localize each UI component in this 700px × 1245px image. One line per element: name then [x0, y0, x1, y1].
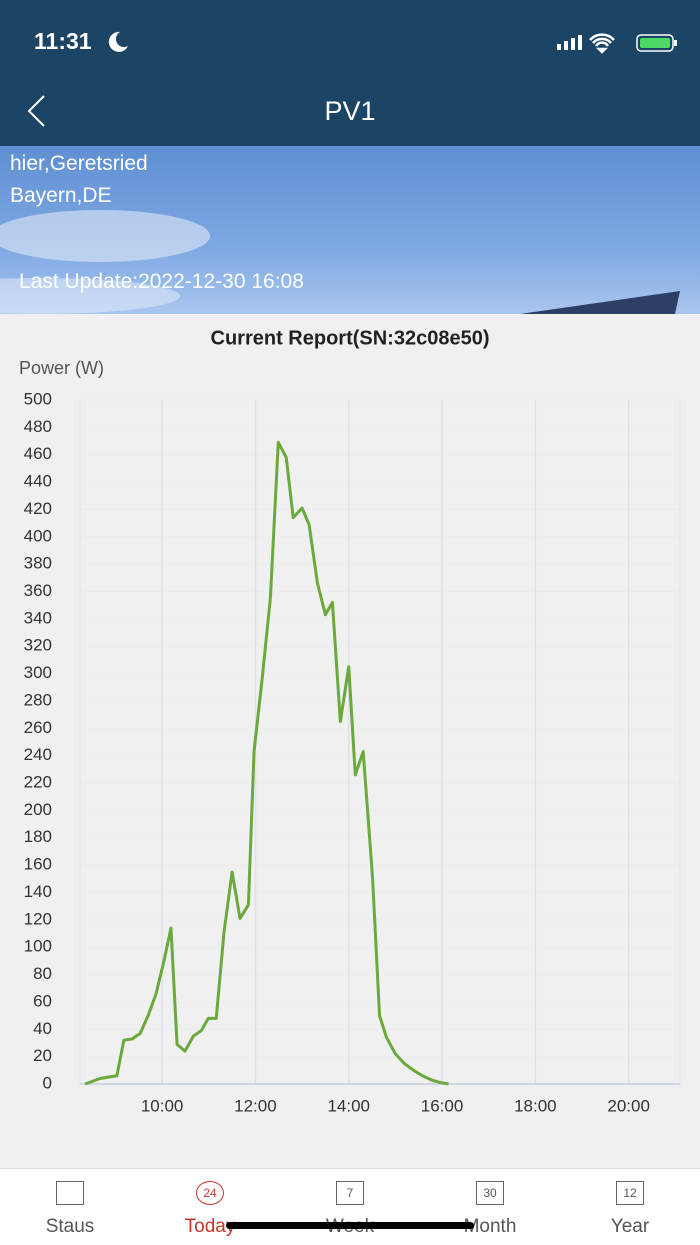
chart-title: Current Report(SN:32c08e50) — [211, 327, 490, 349]
y-tick-label: 240 — [24, 745, 52, 764]
page-title: PV1 — [324, 96, 376, 126]
tab-label: Staus — [45, 1216, 95, 1237]
tab[interactable]: 7Week — [280, 1169, 420, 1245]
y-axis-label: Power (W) — [19, 358, 104, 378]
tab-icon: 30 — [476, 1181, 504, 1205]
y-tick-label: 80 — [33, 964, 52, 983]
y-tick-label: 300 — [24, 663, 52, 682]
y-tick-label: 180 — [24, 827, 52, 846]
last-update: Last Update:2022-12-30 16:08 — [19, 270, 304, 293]
y-tick-label: 0 — [43, 1073, 52, 1092]
status-icons — [557, 33, 677, 54]
y-tick-label: 260 — [24, 718, 52, 737]
y-tick-label: 440 — [24, 472, 52, 491]
y-tick-label: 340 — [24, 608, 52, 627]
plot-area — [79, 399, 681, 1085]
tab-label: Today — [184, 1216, 236, 1237]
y-tick-label: 40 — [33, 1019, 52, 1038]
y-tick-label: 20 — [33, 1046, 52, 1065]
tab[interactable]: Staus — [0, 1169, 140, 1245]
y-tick-label: 480 — [24, 417, 52, 436]
banner-art — [0, 210, 680, 314]
x-tick-label: 14:00 — [327, 1096, 370, 1115]
location-line: hier,Geretsried — [10, 152, 148, 175]
chart: Current Report(SN:32c08e50) Power (W) 0 2… — [19, 327, 681, 1115]
y-tick-label: 360 — [24, 581, 52, 600]
y-tick-label: 160 — [24, 855, 52, 874]
tab-label: Year — [610, 1216, 650, 1237]
tab[interactable]: 12 Year — [560, 1169, 700, 1245]
y-tick-label: 220 — [24, 773, 52, 792]
tab[interactable]: 30 Month — [420, 1169, 560, 1245]
y-tick-label: 320 — [24, 636, 52, 655]
location-line: Bayern,DE — [10, 184, 112, 207]
tab-icon: 12 — [616, 1181, 644, 1205]
y-tick-label: 380 — [24, 554, 52, 573]
y-tick-label: 200 — [24, 800, 52, 819]
x-tick-label: 16:00 — [421, 1096, 464, 1115]
y-tick-label: 400 — [24, 526, 52, 545]
x-tick-label: 20:00 — [607, 1096, 650, 1115]
home-indicator — [226, 1222, 474, 1229]
tab-icon: 24 — [196, 1181, 224, 1205]
x-tick-label: 12:00 — [234, 1096, 277, 1115]
app-header: 11:31 PV1 — [0, 0, 700, 146]
tab-label: Month — [463, 1216, 517, 1237]
data-line — [84, 440, 449, 1086]
status-time: 11:31 — [34, 28, 92, 54]
y-tick-label: 420 — [24, 499, 52, 518]
moon-icon — [108, 31, 128, 52]
y-tick-label: 100 — [24, 937, 52, 956]
tab[interactable]: 24 Today — [140, 1169, 280, 1245]
x-tick-label: 10:00 — [141, 1096, 184, 1115]
tab-bar: Staus 24 Today 7Week 30 Month 12 Year — [0, 1168, 700, 1245]
chart-panel: Current Report(SN:32c08e50) Power (W) 0 2… — [0, 314, 700, 1168]
tab-icon: 7 — [336, 1181, 364, 1205]
y-tick-label: 460 — [24, 444, 52, 463]
y-tick-label: 280 — [24, 690, 52, 709]
back-button[interactable] — [24, 94, 48, 128]
tab-icon — [56, 1181, 84, 1205]
y-tick-label: 120 — [24, 909, 52, 928]
x-tick-label: 18:00 — [514, 1096, 557, 1115]
y-tick-label: 500 — [24, 389, 52, 408]
y-tick-label: 140 — [24, 882, 52, 901]
y-tick-label: 60 — [33, 991, 52, 1010]
banner: hier,Geretsried Bayern,DE Last Update:20… — [0, 146, 700, 314]
